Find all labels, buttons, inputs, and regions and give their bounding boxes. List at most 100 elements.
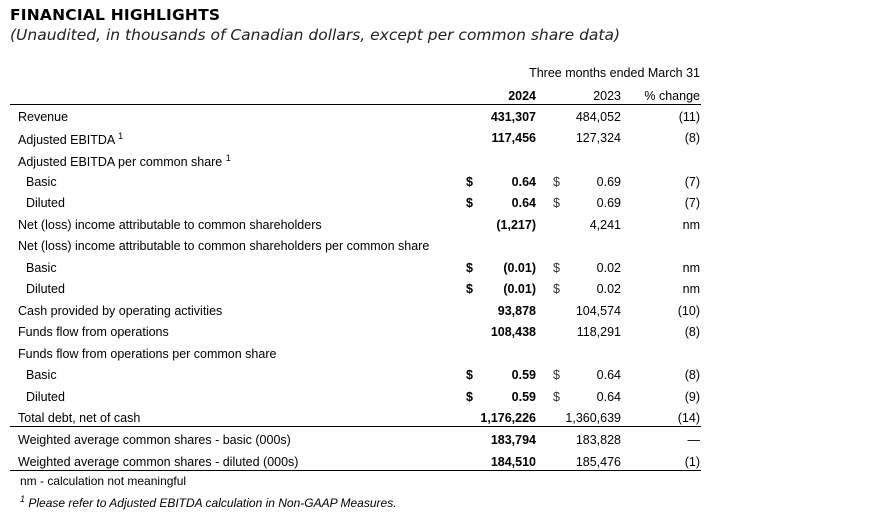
table-row: Weighted average common shares - diluted… bbox=[0, 455, 720, 475]
currency-2024: $ bbox=[466, 261, 473, 275]
table-row: Net (loss) income attributable to common… bbox=[0, 218, 720, 238]
value-2023: 185,476 bbox=[575, 455, 621, 469]
header-divider bbox=[10, 104, 701, 105]
row-label: Diluted bbox=[26, 196, 65, 210]
table-row: Net (loss) income attributable to common… bbox=[0, 239, 720, 259]
currency-2024: $ bbox=[466, 175, 473, 189]
col-header-2024: 2024 bbox=[508, 89, 536, 103]
subtitle: (Unaudited, in thousands of Canadian dol… bbox=[10, 26, 621, 44]
value-2023: 183,828 bbox=[575, 433, 621, 447]
col-header-change: % change bbox=[644, 89, 700, 103]
value-2023: 484,052 bbox=[575, 110, 621, 124]
value-2024: 0.59 bbox=[511, 390, 536, 404]
row-label: Total debt, net of cash bbox=[18, 411, 141, 425]
value-2023: 0.69 bbox=[596, 175, 621, 189]
row-label: Basic bbox=[26, 368, 57, 382]
table-row: Basic $ $0.64 0.69 (7) bbox=[0, 175, 720, 195]
table-row: Adjusted EBITDA 1 117,456 127,324 (8) bbox=[0, 131, 720, 151]
value-2024: 184,510 bbox=[490, 455, 536, 469]
value-2024: 183,794 bbox=[490, 433, 536, 447]
row-label: Weighted average common shares - basic (… bbox=[18, 433, 291, 447]
value-change: nm bbox=[682, 282, 700, 296]
value-2023: 118,291 bbox=[576, 325, 621, 339]
value-2024: 431,307 bbox=[490, 110, 536, 124]
value-change: (9) bbox=[684, 390, 700, 404]
value-change: nm bbox=[682, 218, 700, 232]
row-label: Funds flow from operations per common sh… bbox=[18, 347, 277, 361]
value-change: (1) bbox=[684, 455, 700, 469]
table-row: Funds flow from operations per common sh… bbox=[0, 347, 720, 367]
value-change: (11) bbox=[678, 110, 700, 124]
row-label: Funds flow from operations bbox=[18, 325, 169, 339]
value-2024: 1,176,226 bbox=[480, 411, 536, 425]
section-divider bbox=[10, 426, 701, 427]
table-row: Funds flow from operations 108,438 118,291… bbox=[0, 325, 720, 345]
value-2024: (0.01) bbox=[503, 282, 536, 296]
value-2024: 0.64 bbox=[511, 196, 536, 210]
value-change: (7) bbox=[684, 175, 700, 189]
table-row: Total debt, net of cash 1,176,226 1,360,63… bbox=[0, 411, 720, 431]
value-2024: 0.64 bbox=[511, 175, 536, 189]
row-label: Basic bbox=[26, 175, 57, 189]
row-label: Net (loss) income attributable to common… bbox=[18, 239, 430, 253]
value-2024: (1,217) bbox=[496, 218, 536, 232]
value-change: (10) bbox=[677, 304, 700, 318]
period-header: Three months ended March 31 bbox=[529, 66, 700, 80]
currency-2023: $ bbox=[553, 282, 560, 296]
value-2023: 0.64 bbox=[596, 390, 621, 404]
currency-2024: $ bbox=[466, 390, 473, 404]
row-label: Cash provided by operating activities bbox=[18, 304, 223, 318]
footnote-mark: 1 bbox=[20, 494, 26, 504]
row-label: Diluted bbox=[26, 282, 65, 296]
table-row: Weighted average common shares - basic (… bbox=[0, 433, 720, 453]
currency-2024: $ bbox=[466, 282, 473, 296]
value-2023: 127,324 bbox=[575, 131, 621, 145]
value-2024: (0.01) bbox=[503, 261, 536, 275]
table-bottom-divider bbox=[10, 470, 701, 471]
table-row: Diluted $ $ (0.01) 0.02 nm bbox=[0, 282, 720, 302]
row-label: Adjusted EBITDA 1 bbox=[18, 131, 124, 147]
currency-2023: $ bbox=[553, 261, 560, 275]
value-change: (8) bbox=[684, 368, 700, 382]
value-change: (8) bbox=[684, 325, 700, 339]
row-label: Adjusted EBITDA per common share 1 bbox=[18, 153, 231, 169]
page-title: FINANCIAL HIGHLIGHTS bbox=[10, 6, 221, 24]
currency-2023: $ bbox=[553, 390, 560, 404]
currency-2023: $ bbox=[553, 175, 560, 189]
currency-2023: $ bbox=[553, 196, 560, 210]
value-2023: 0.69 bbox=[596, 196, 621, 210]
value-2023: 0.02 bbox=[596, 261, 621, 275]
footnote-ref: 1 bbox=[225, 153, 231, 163]
value-change: (14) bbox=[677, 411, 700, 425]
value-2024: 117,456 bbox=[491, 131, 537, 145]
footnote-1: Please refer to Adjusted EBITDA calculat… bbox=[28, 496, 397, 510]
currency-2024: $ bbox=[466, 368, 473, 382]
value-2023: 104,574 bbox=[575, 304, 621, 318]
table-row: Revenue 431,307 484,052 (11) bbox=[0, 110, 720, 130]
table-row: Cash provided by operating activities 93,… bbox=[0, 304, 720, 324]
value-2024: 0.59 bbox=[511, 368, 536, 382]
footnote-ref: 1 bbox=[118, 131, 124, 141]
col-header-2023: 2023 bbox=[593, 89, 621, 103]
value-change: (7) bbox=[684, 196, 700, 210]
value-2023: 0.02 bbox=[596, 282, 621, 296]
value-change: nm bbox=[682, 261, 700, 275]
row-label: Weighted average common shares - diluted… bbox=[18, 455, 299, 469]
value-2023: 4,241 bbox=[589, 218, 621, 232]
value-2023: 0.64 bbox=[596, 368, 621, 382]
value-2024: 93,878 bbox=[497, 304, 536, 318]
row-label: Basic bbox=[26, 261, 57, 275]
table-row: Adjusted EBITDA per common share 1 bbox=[0, 153, 720, 173]
row-label: Revenue bbox=[18, 110, 69, 124]
table-row: Basic $ $ (0.01) 0.02 nm bbox=[0, 261, 720, 281]
table-row: Basic $ $0.59 0.64 (8) bbox=[0, 368, 720, 388]
currency-2024: $ bbox=[466, 196, 473, 210]
row-label: Net (loss) income attributable to common… bbox=[18, 218, 322, 232]
value-2024: 108,438 bbox=[490, 325, 536, 339]
table-row: Diluted $ $0.59 0.64 (9) bbox=[0, 390, 720, 410]
footnote-nm: nm - calculation not meaningful bbox=[20, 474, 187, 488]
value-change: — bbox=[687, 433, 701, 447]
table-row: Diluted $ $0.64 0.69 (7) bbox=[0, 196, 720, 216]
row-label: Diluted bbox=[26, 390, 65, 404]
value-change: (8) bbox=[684, 131, 700, 145]
